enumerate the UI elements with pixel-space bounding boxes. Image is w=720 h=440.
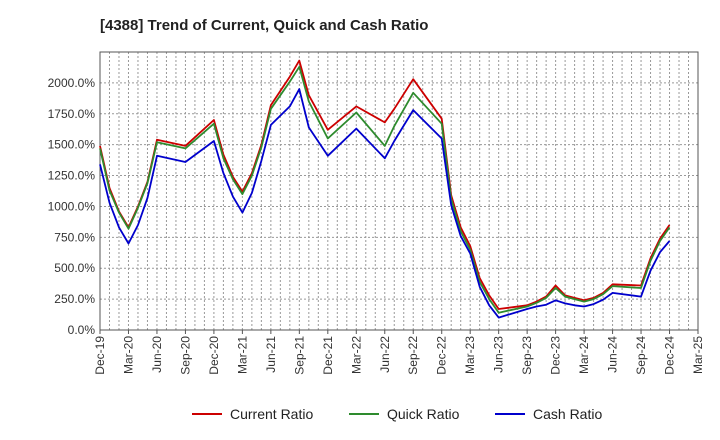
x-tick-label: Dec-24 <box>663 336 677 375</box>
x-tick-label: Sep-20 <box>178 336 192 375</box>
y-tick-label: 1750.0% <box>48 107 96 121</box>
x-tick-label: Dec-22 <box>435 336 449 375</box>
x-tick-label: Dec-21 <box>321 336 335 375</box>
series-layer <box>99 59 671 319</box>
x-tick-label: Mar-24 <box>577 336 591 374</box>
x-tick-label: Mar-23 <box>463 336 477 374</box>
legend-label: Quick Ratio <box>387 406 460 422</box>
x-tick-label: Sep-23 <box>520 336 534 375</box>
series-line-cash-ratio <box>99 88 671 319</box>
chart-title: [4388] Trend of Current, Quick and Cash … <box>100 17 428 34</box>
x-tick-label: Jun-22 <box>378 336 392 373</box>
x-tick-label: Jun-21 <box>264 336 278 373</box>
x-tick-label: Mar-25 <box>691 336 705 374</box>
x-tick-label: Mar-20 <box>121 336 135 374</box>
legend: Current Ratio Quick Ratio Cash Ratio <box>192 406 602 422</box>
y-tick-label: 500.0% <box>54 261 95 275</box>
y-tick-label: 1000.0% <box>48 199 96 213</box>
x-tick-label: Sep-21 <box>292 336 306 375</box>
y-tick-label: 2000.0% <box>48 76 96 90</box>
x-tick-label: Sep-24 <box>634 336 648 375</box>
x-tick-label: Sep-22 <box>406 336 420 375</box>
y-tick-label: 250.0% <box>54 292 95 306</box>
y-tick-label: 750.0% <box>54 230 95 244</box>
y-tick-label: 0.0% <box>68 323 96 337</box>
plot-frame <box>99 51 699 331</box>
x-tick-label: Dec-19 <box>93 336 107 375</box>
legend-label: Cash Ratio <box>533 406 602 422</box>
y-tick-label: 1250.0% <box>48 169 96 183</box>
axis-layer: 0.0% 250.0% 500.0% 750.0% 1000.0% 1250.0% 1500… <box>48 76 705 375</box>
x-tick-label: Jun-23 <box>492 336 506 373</box>
series-line-quick-ratio <box>99 65 671 314</box>
series-line-current-ratio <box>99 59 671 310</box>
x-tick-label: Dec-23 <box>549 336 563 375</box>
x-tick-label: Jun-20 <box>150 336 164 373</box>
x-tick-label: Dec-20 <box>207 336 221 375</box>
legend-label: Current Ratio <box>230 406 313 422</box>
x-tick-label: Mar-22 <box>349 336 363 374</box>
x-tick-label: Jun-24 <box>606 336 620 373</box>
x-tick-label: Mar-21 <box>235 336 249 374</box>
y-tick-label: 1500.0% <box>48 138 96 152</box>
